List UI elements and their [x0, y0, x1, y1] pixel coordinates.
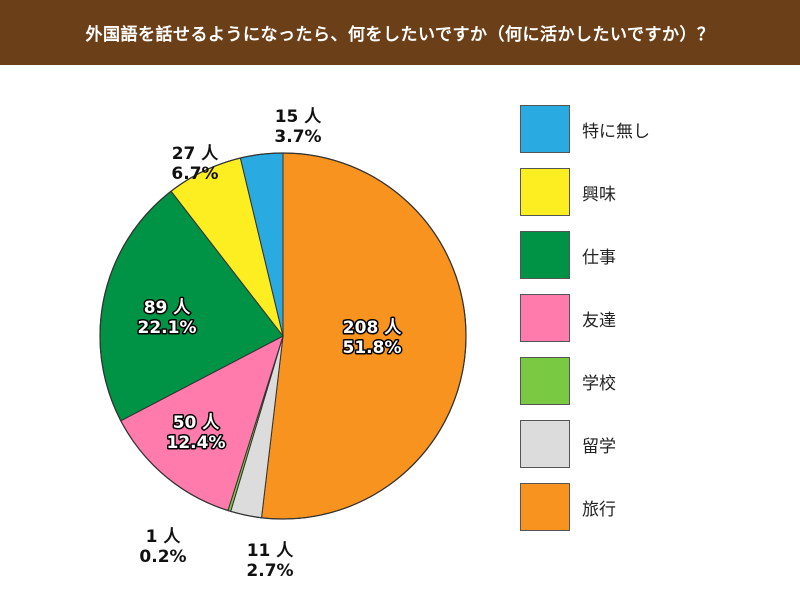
legend-swatch	[520, 105, 570, 153]
pie-outline	[99, 152, 467, 520]
legend-item: 旅行	[520, 481, 780, 533]
slice-percent-label: 12.4%	[167, 433, 226, 453]
legend-label: 仕事	[582, 247, 616, 268]
slice-count-label: 50 人	[173, 413, 221, 433]
legend-label: 留学	[582, 436, 616, 457]
legend-label: 特に無し	[582, 121, 650, 142]
legend-swatch	[520, 420, 570, 468]
slice-percent-label: 0.2%	[139, 547, 186, 567]
pie-chart: 208 人51.8% 11 人2.7% 1 人0.2% 50 人12.4% 89 人22…	[99, 107, 467, 581]
legend-label: 旅行	[582, 499, 616, 520]
slice-count-label: 11 人	[247, 541, 295, 561]
slice-percent-label: 6.7%	[171, 164, 218, 184]
legend-swatch	[520, 231, 570, 279]
slice-percent-label: 22.1%	[138, 318, 197, 338]
legend-label: 興味	[582, 184, 616, 205]
legend-swatch	[520, 168, 570, 216]
legend-label: 学校	[582, 373, 616, 394]
legend-swatch	[520, 483, 570, 531]
slice-percent-label: 3.7%	[274, 127, 321, 147]
slice-count-label: 15 人	[275, 107, 323, 127]
slice-count-label: 27 人	[172, 144, 220, 164]
legend-swatch	[520, 357, 570, 405]
slice-percent-label: 51.8%	[343, 338, 402, 358]
slice-percent-label: 2.7%	[246, 561, 293, 581]
legend-item: 仕事	[520, 229, 780, 281]
legend-item: 留学	[520, 418, 780, 470]
slice-count-label: 1 人	[146, 527, 182, 547]
chart-title: 外国語を話せるようになったら、何をしたいですか（何に活かしたいですか）？	[0, 0, 800, 65]
legend-label: 友達	[582, 310, 616, 331]
legend-item: 興味	[520, 166, 780, 218]
legend-item: 友達	[520, 292, 780, 344]
slice-count-label: 208 人	[343, 318, 402, 338]
slice-count-label: 89 人	[144, 298, 192, 318]
legend-item: 特に無し	[520, 103, 780, 155]
legend: 特に無し興味仕事友達学校留学旅行	[520, 103, 780, 544]
legend-swatch	[520, 294, 570, 342]
legend-item: 学校	[520, 355, 780, 407]
